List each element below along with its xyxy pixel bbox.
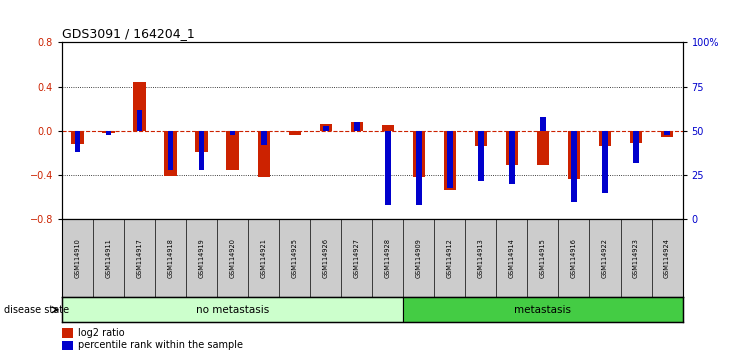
Bar — [385, 131, 391, 205]
Bar — [72, 131, 84, 144]
Bar — [412, 131, 425, 177]
Text: GSM114916: GSM114916 — [571, 239, 577, 278]
Bar — [62, 297, 404, 322]
Bar — [62, 341, 73, 350]
Text: GSM114917: GSM114917 — [137, 239, 142, 278]
Text: GSM114923: GSM114923 — [633, 239, 639, 278]
Text: GSM114922: GSM114922 — [602, 239, 608, 278]
Bar — [474, 131, 487, 147]
Text: GSM114918: GSM114918 — [168, 239, 174, 278]
Bar — [602, 131, 608, 193]
Text: percentile rank within the sample: percentile rank within the sample — [77, 340, 242, 350]
Text: GSM114910: GSM114910 — [74, 239, 80, 278]
Bar — [164, 131, 177, 176]
Text: metastasis: metastasis — [515, 305, 572, 315]
Bar — [506, 131, 518, 165]
Bar — [323, 126, 329, 131]
Bar — [258, 131, 270, 177]
Bar — [447, 131, 453, 188]
Bar — [320, 124, 332, 131]
Text: GSM114920: GSM114920 — [230, 239, 236, 278]
Bar — [226, 131, 239, 170]
Bar — [537, 131, 549, 165]
Text: no metastasis: no metastasis — [196, 305, 269, 315]
Bar — [630, 131, 642, 143]
Bar — [478, 131, 484, 181]
Bar — [568, 131, 580, 178]
Text: GSM114909: GSM114909 — [416, 239, 422, 278]
Bar — [416, 131, 422, 205]
Bar — [382, 125, 394, 131]
Text: GSM114911: GSM114911 — [106, 239, 112, 278]
Text: log2 ratio: log2 ratio — [77, 327, 124, 338]
Text: GSM114914: GSM114914 — [509, 239, 515, 278]
Bar — [199, 131, 204, 170]
Bar — [540, 117, 546, 131]
Bar — [444, 131, 456, 190]
Text: GSM114919: GSM114919 — [199, 239, 204, 278]
Bar — [168, 131, 174, 170]
Bar — [102, 131, 115, 133]
Bar — [261, 131, 266, 145]
Bar — [599, 131, 611, 147]
Bar — [404, 297, 683, 322]
Text: GSM114927: GSM114927 — [354, 239, 360, 278]
Text: GSM114915: GSM114915 — [540, 239, 546, 278]
Text: GSM114925: GSM114925 — [292, 239, 298, 278]
Bar — [664, 131, 670, 135]
Text: disease state: disease state — [4, 305, 69, 315]
Text: GSM114928: GSM114928 — [385, 239, 391, 278]
Bar — [74, 131, 80, 152]
Text: GSM114912: GSM114912 — [447, 239, 453, 278]
Bar — [106, 131, 112, 135]
Text: GSM114921: GSM114921 — [261, 239, 266, 278]
Bar — [350, 122, 363, 131]
Bar — [134, 82, 146, 131]
Bar — [288, 131, 301, 136]
Bar — [62, 328, 73, 338]
Bar — [354, 122, 360, 131]
Bar — [633, 131, 639, 163]
Text: GSM114913: GSM114913 — [478, 239, 484, 278]
Bar — [571, 131, 577, 202]
Bar — [137, 110, 142, 131]
Text: GDS3091 / 164204_1: GDS3091 / 164204_1 — [62, 27, 195, 40]
Bar — [661, 131, 673, 137]
Text: GSM114926: GSM114926 — [323, 239, 329, 278]
Text: GSM114924: GSM114924 — [664, 239, 670, 278]
Bar — [230, 131, 236, 135]
Bar — [509, 131, 515, 184]
Bar — [196, 131, 208, 152]
